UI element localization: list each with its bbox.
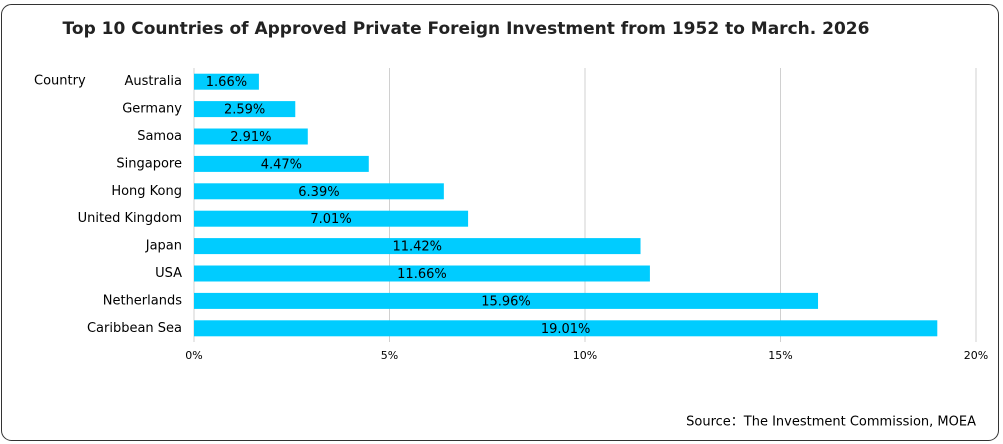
bar [194, 73, 259, 90]
y-tick-label: United Kingdom [78, 211, 182, 226]
bar [194, 155, 369, 172]
y-tick-label: USA [155, 266, 182, 281]
x-tick-label: 0% [185, 349, 202, 362]
bar [194, 183, 444, 200]
y-axis-label: Country [34, 74, 86, 89]
x-tick-label: 20% [964, 349, 988, 362]
y-tick-label: Netherlands [103, 293, 182, 308]
data-label: 4.47% [261, 157, 302, 172]
data-label: 6.39% [298, 185, 339, 200]
data-label: 11.42% [392, 240, 442, 255]
bar [194, 128, 308, 145]
data-label: 2.91% [230, 130, 271, 145]
bar [194, 265, 650, 282]
data-label: 1.66% [206, 75, 247, 90]
x-tick-label: 10% [573, 349, 597, 362]
y-tick-label: Australia [124, 74, 182, 89]
data-label: 19.01% [541, 322, 591, 337]
chart-title: Top 10 Countries of Approved Private For… [63, 19, 870, 39]
bar [194, 292, 819, 309]
bar [194, 238, 641, 255]
y-tick-label: Caribbean Sea [87, 321, 182, 336]
bar [194, 320, 938, 337]
x-tick-label: 15% [768, 349, 792, 362]
bar [194, 210, 469, 227]
x-tick-label: 5% [381, 349, 398, 362]
y-tick-label: Samoa [137, 129, 182, 144]
source-note: Source：The Investment Commission, MOEA [686, 415, 976, 430]
bar [194, 101, 296, 118]
y-tick-label: Japan [145, 239, 182, 254]
data-label: 2.59% [224, 103, 265, 118]
y-tick-label: Hong Kong [111, 184, 182, 199]
y-tick-label: Germany [122, 102, 182, 117]
data-label: 15.96% [481, 294, 531, 309]
data-label: 11.66% [397, 267, 447, 282]
data-label: 7.01% [310, 212, 351, 227]
y-tick-label: Singapore [116, 156, 182, 171]
